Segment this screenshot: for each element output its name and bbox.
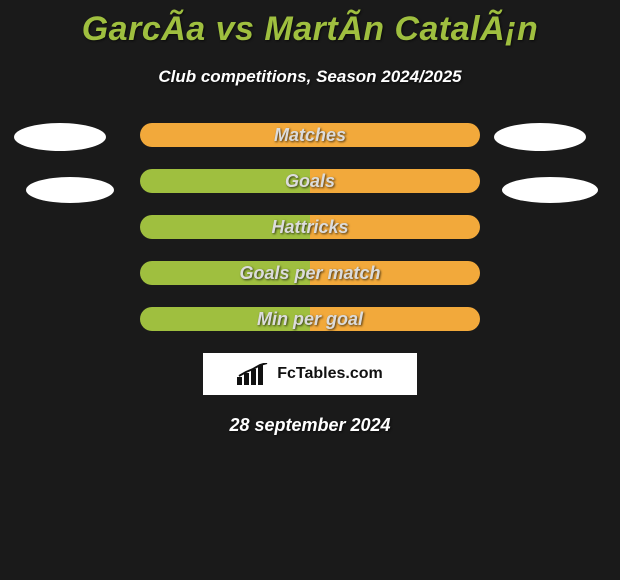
stat-row: 00Hattricks — [0, 215, 620, 239]
stat-label: Goals per match — [140, 261, 480, 285]
side-bubble — [26, 177, 114, 203]
comparison-rows: 2Matches 00Goals 00Hattricks Goals per matc… — [0, 123, 620, 331]
stat-label: Goals — [140, 169, 480, 193]
stat-bar: 2Matches — [140, 123, 480, 147]
stat-label: Matches — [140, 123, 480, 147]
page-title: GarcÃ­a vs MartÃ­n CatalÃ¡n — [0, 0, 620, 49]
stat-bar: Goals per match — [140, 261, 480, 285]
bars-icon — [237, 363, 271, 385]
date-label: 28 september 2024 — [0, 415, 620, 436]
stat-bar: 00Hattricks — [140, 215, 480, 239]
logo-box: FcTables.com — [203, 353, 417, 395]
side-bubble — [502, 177, 598, 203]
stat-row: Goals per match — [0, 261, 620, 285]
stat-label: Hattricks — [140, 215, 480, 239]
subtitle: Club competitions, Season 2024/2025 — [0, 67, 620, 87]
side-bubble — [494, 123, 586, 151]
logo: FcTables.com — [237, 363, 383, 385]
stat-row: Min per goal — [0, 307, 620, 331]
logo-text: FcTables.com — [277, 365, 383, 383]
side-bubble — [14, 123, 106, 151]
stat-bar: Min per goal — [140, 307, 480, 331]
stat-bar: 00Goals — [140, 169, 480, 193]
stat-label: Min per goal — [140, 307, 480, 331]
